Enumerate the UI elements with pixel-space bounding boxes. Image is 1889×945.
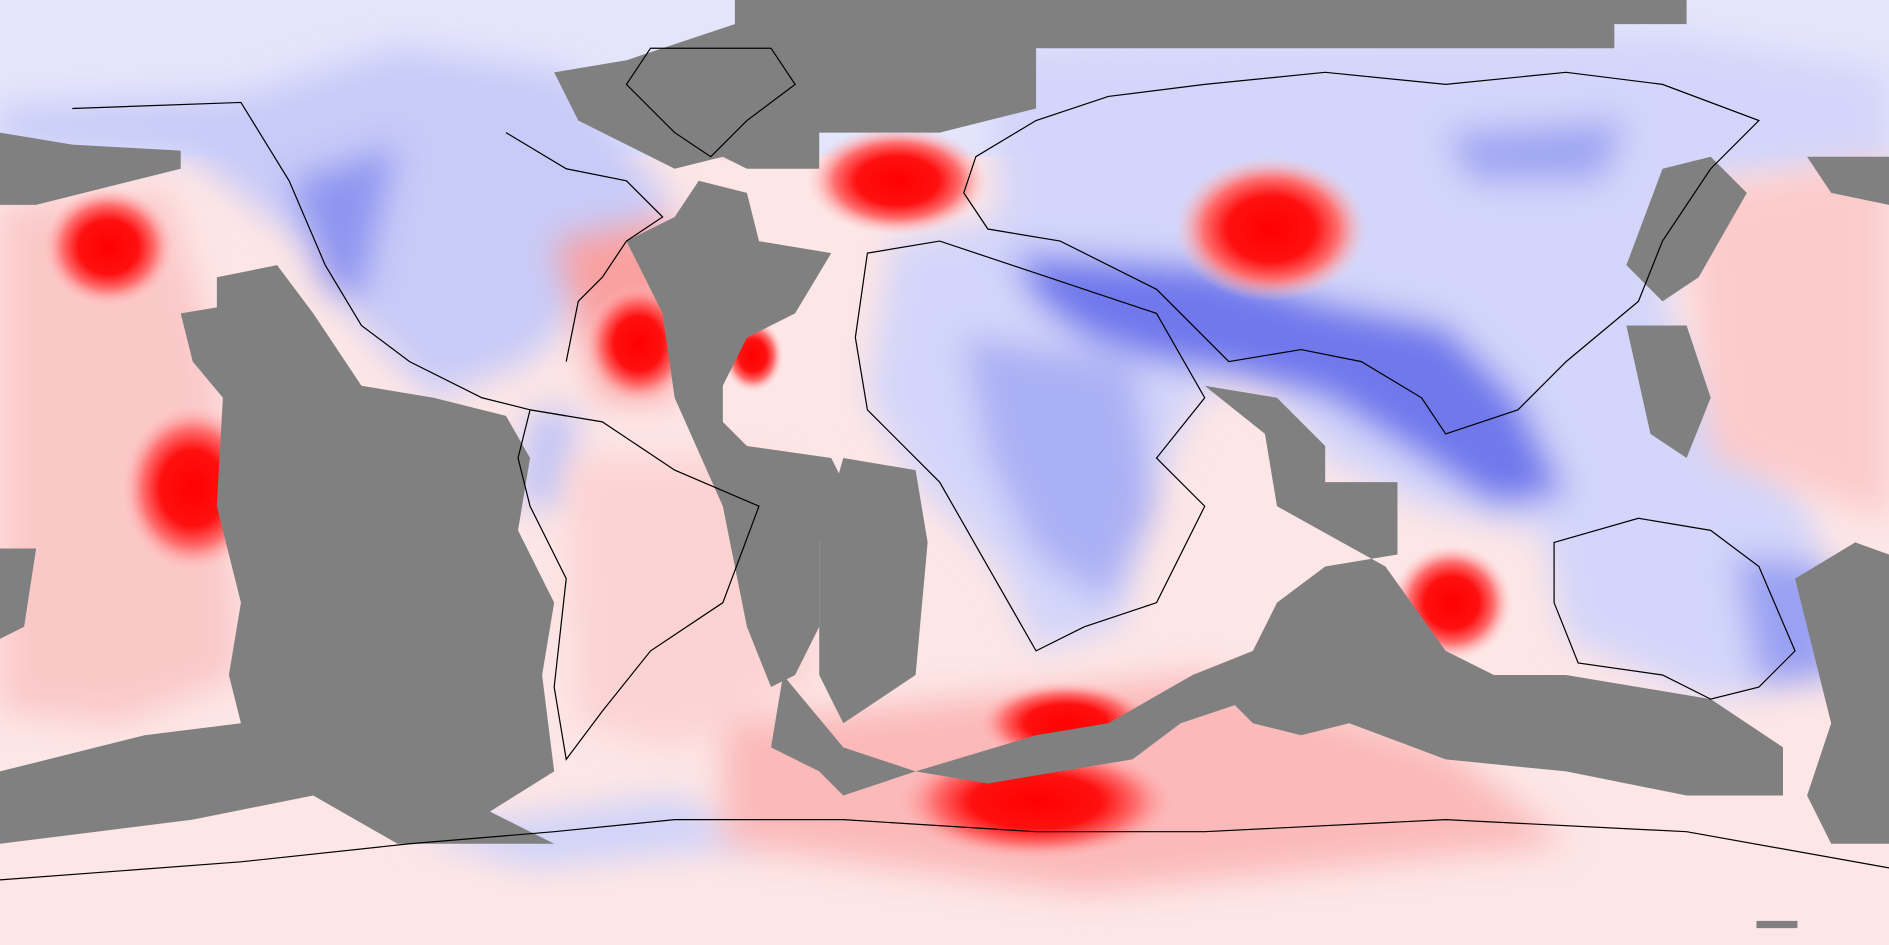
no-data-region <box>1204 385 1783 796</box>
no-data-region <box>0 132 181 205</box>
west-pacific-warm <box>1686 156 1889 519</box>
coastline <box>854 240 1206 652</box>
east-pacific-warm <box>0 192 241 724</box>
no-data-region <box>626 180 844 688</box>
cool-anomalies <box>0 36 1889 868</box>
coastlines <box>0 47 1889 881</box>
no-data-region <box>554 0 1687 169</box>
coastline <box>0 819 1889 881</box>
no-data-region <box>1756 920 1798 929</box>
coastline <box>625 47 796 158</box>
siberia-cool <box>1445 120 1627 181</box>
no-data-region <box>1795 542 1889 844</box>
no-data-region <box>1626 325 1711 459</box>
middle-east-cool <box>1011 253 1567 507</box>
no-data-region <box>0 723 555 844</box>
no-data-region <box>0 548 37 639</box>
no-data-region <box>819 458 928 724</box>
coastline <box>505 132 664 362</box>
east-africa-cool <box>963 337 1157 603</box>
no-data-region <box>1807 156 1889 205</box>
coastline <box>72 101 567 417</box>
coastline <box>963 71 1760 435</box>
coastline <box>517 409 760 761</box>
hot-spot <box>42 186 175 308</box>
hot-spot <box>807 126 988 236</box>
hot-spot <box>1174 156 1368 302</box>
no-data-region <box>180 265 555 832</box>
coastline <box>1553 517 1796 700</box>
andes-cool <box>518 409 579 507</box>
antarctic-cool <box>409 795 772 868</box>
no-data-region <box>1626 156 1747 302</box>
